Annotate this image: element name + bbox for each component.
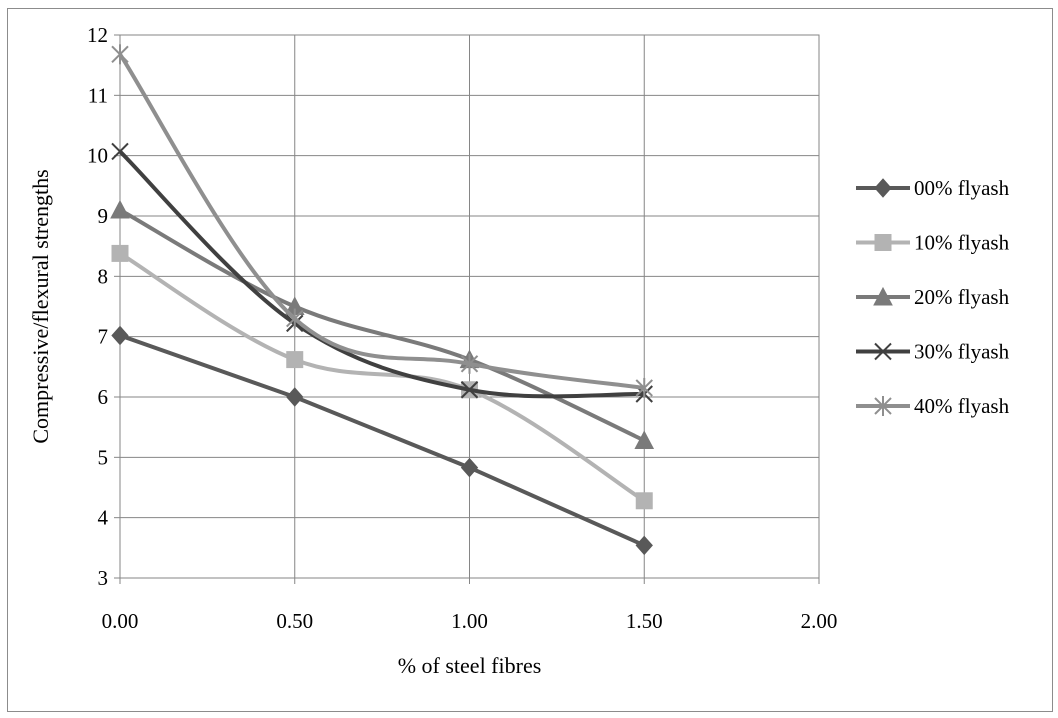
data-point-x [460,381,479,399]
legend-item: 20% flyash [856,285,1010,309]
legend-item: 00% flyash [856,176,1010,200]
y-tick-label: 3 [98,566,109,590]
y-tick-label: 5 [98,445,109,469]
series-line [119,333,646,548]
data-point-square [635,492,653,510]
y-tick-label: 7 [98,325,109,349]
data-point-square [286,351,304,369]
legend-marker [874,396,892,416]
data-point-diamond [286,387,304,407]
series-line [118,150,645,399]
chart-frame [7,8,1053,712]
y-tick-label: 10 [87,144,108,168]
legend-label: 30% flyash [914,340,1010,364]
legend-label: 20% flyash [914,285,1010,309]
x-tick-label: 1.00 [451,609,488,633]
series-line [119,208,646,443]
data-point-star [460,353,479,374]
y-tick-label: 8 [98,264,109,288]
legend-marker-stroke [874,342,892,361]
legend-label: 10% flyash [914,231,1010,255]
x-tick-label: 0.00 [102,609,139,633]
y-tick-label: 12 [87,23,108,47]
legend-item: 30% flyash [856,340,1010,364]
legend-label: 00% flyash [914,176,1010,200]
legend-label: 40% flyash [914,394,1010,418]
y-tick-label: 9 [98,204,109,228]
series-line [118,53,645,390]
x-tick-label: 0.50 [276,609,313,633]
y-tick-label: 6 [98,385,109,409]
grid [114,34,820,584]
tick-labels: 3 4 5 6 7 8 9 10 11 12 0.00 0.50 1.00 1.50 2.00 [87,23,837,633]
data-point-x [111,142,129,161]
legend-marker [874,342,892,361]
legend-marker [874,178,892,198]
data-point-star [111,44,129,65]
y-tick-label: 11 [88,83,108,107]
y-tick-label: 4 [98,506,109,530]
data-point-x-stroke [460,381,479,399]
legend: 00% flyash 10% flyash 20% flyash 30% flyash… [856,176,1010,418]
legend-marker [873,286,893,306]
y-axis-title: Compressive/flexural strengths [28,169,53,443]
data-point-diamond [635,535,653,556]
data-point-star [635,377,653,398]
legend-item: 40% flyash [856,394,1010,418]
legend-marker [874,234,892,251]
data-point-square [111,244,129,262]
data-point-diamond [460,457,479,478]
data-point-diamond [111,325,129,346]
data-point-x-stroke [111,142,129,161]
x-axis-title: % of steel fibres [398,653,542,678]
series-4 [111,44,653,398]
series-line [118,251,646,503]
legend-item: 10% flyash [856,231,1010,255]
x-tick-label: 2.00 [801,609,838,633]
series-layer [110,44,655,556]
data-point-star [286,308,304,329]
series-0 [111,325,653,556]
series-1 [111,244,653,510]
data-point-triangle [634,430,655,449]
series-2 [110,199,655,449]
data-point-triangle [110,199,130,219]
x-tick-label: 1.50 [626,609,663,633]
